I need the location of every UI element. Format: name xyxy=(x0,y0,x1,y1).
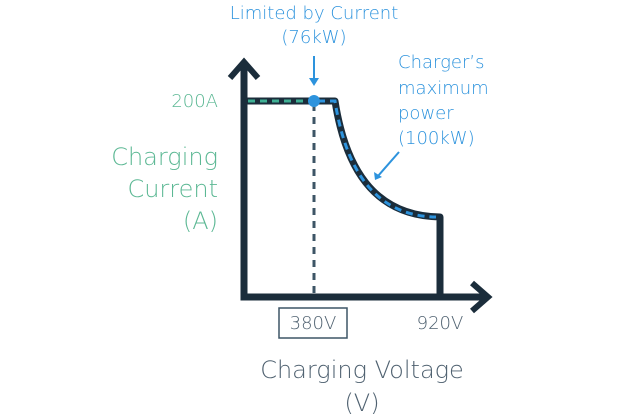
axes xyxy=(240,64,486,301)
x-arrowhead xyxy=(470,280,493,314)
y-axis-label: (A) xyxy=(183,207,218,235)
annotation-text: Charger’s xyxy=(398,52,484,73)
x-axis-label: (V) xyxy=(344,389,379,417)
annotation-arrowhead xyxy=(374,172,382,180)
annotation-text: Limited by Current xyxy=(230,3,399,24)
annotation-text: maximum xyxy=(398,78,489,99)
tick-box xyxy=(278,307,348,339)
y-arrowhead xyxy=(227,57,261,80)
annotation-arrow xyxy=(377,151,400,177)
y-tick-label: 200A xyxy=(171,91,218,112)
x-tick-label: 380V xyxy=(290,313,337,334)
annotation-arrowhead xyxy=(309,78,319,86)
x-axis-label: Charging Voltage xyxy=(260,356,464,384)
annotation-text: power xyxy=(398,103,454,124)
y-axis-label: Current xyxy=(127,175,218,203)
annotation-text: (76kW) xyxy=(281,27,346,48)
power-limit-dash xyxy=(318,99,437,219)
x-tick-label: 920V xyxy=(417,313,464,334)
limit-point xyxy=(308,95,320,107)
y-axis-label: Charging xyxy=(111,143,218,171)
annotation-text: (100kW) xyxy=(398,128,475,149)
